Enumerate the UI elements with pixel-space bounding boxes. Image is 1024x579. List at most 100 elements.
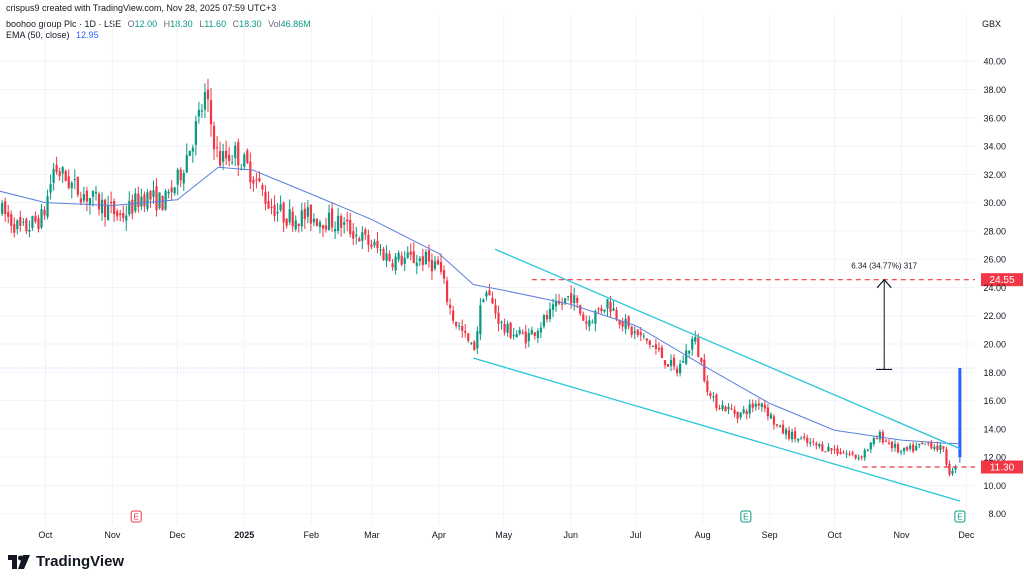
candle-body [488, 290, 491, 296]
candle-body [158, 192, 161, 209]
candle-body [512, 335, 515, 337]
close-value: 18.30 [239, 19, 262, 29]
candle-body [851, 452, 854, 455]
candle-body [330, 208, 334, 228]
candle-body [106, 205, 110, 221]
candle-body [367, 234, 370, 245]
candle-body [567, 296, 570, 298]
candle-body [754, 403, 757, 407]
candle-body [824, 451, 827, 453]
symbol-legend[interactable]: boohoo group Plc · 1D · LSE O12.00 H18.3… [6, 19, 311, 30]
candle-body [473, 341, 476, 350]
candle-body [1, 203, 4, 214]
candle-body [137, 193, 140, 207]
candle-body [597, 308, 600, 310]
candle-body [231, 161, 234, 163]
candle-body [515, 334, 518, 338]
candle-body [694, 336, 697, 342]
candle-body [25, 218, 28, 232]
candle-body [751, 403, 754, 408]
candle-body [927, 442, 930, 444]
candle-body [288, 209, 291, 223]
candle-body [621, 321, 624, 327]
candle-body [836, 448, 839, 454]
candle-body [412, 251, 415, 264]
candle-body [766, 407, 769, 417]
candle-body [893, 443, 897, 448]
candle-body [409, 251, 412, 255]
candle-body [636, 329, 639, 335]
candle-body [297, 224, 300, 227]
candle-body [206, 89, 210, 100]
candle-body [491, 297, 494, 304]
candle-body [79, 198, 82, 203]
candle-body [791, 431, 794, 440]
candle-body [812, 441, 815, 443]
candle-body [685, 350, 688, 364]
tradingview-logo[interactable]: TradingView [8, 553, 124, 570]
low-label: L [199, 19, 205, 29]
candle-body [878, 432, 881, 440]
candle-body [131, 199, 134, 214]
candles [1, 78, 957, 477]
candle-body [49, 184, 52, 193]
x-tick-label: Mar [364, 530, 380, 540]
candle-body [691, 338, 694, 350]
candle-body [333, 228, 337, 232]
candle-body [815, 443, 818, 446]
candle-body [448, 304, 452, 309]
candle-body [82, 194, 85, 201]
candle-body [727, 406, 730, 410]
candle-body [588, 320, 591, 327]
open-value: 12.00 [134, 19, 158, 29]
candle-body [397, 252, 400, 260]
candle-body [485, 292, 488, 297]
candle-body [554, 301, 558, 307]
candle-body [433, 261, 437, 269]
candle-body [343, 222, 346, 225]
candle-body [524, 331, 527, 344]
candle-body [182, 172, 185, 184]
candle-body [249, 161, 252, 183]
y-tick-label: 38.00 [983, 85, 1006, 95]
ema-label: EMA (50, close) [6, 30, 70, 40]
candle-body [573, 295, 576, 304]
candle-body [113, 201, 116, 215]
candle-body [848, 454, 851, 456]
candle-body [866, 449, 869, 451]
candle-body [854, 454, 857, 458]
candle-body [300, 210, 303, 227]
candle-body [64, 171, 67, 181]
candle-body [479, 305, 482, 335]
candle-body [884, 440, 888, 442]
candle-body [55, 164, 58, 173]
candle-body [721, 404, 724, 410]
candle-body [639, 332, 642, 336]
candle-body [594, 310, 597, 324]
x-tick-label: Dec [169, 530, 186, 540]
candle-body [327, 212, 331, 231]
y-tick-label: 16.00 [983, 396, 1006, 406]
candle-body [712, 396, 715, 398]
ema-legend[interactable]: EMA (50, close) 12.95 [6, 30, 99, 41]
candle-body [809, 442, 812, 444]
candle-body [149, 190, 152, 200]
candle-body [234, 145, 237, 159]
candle-body [116, 211, 119, 217]
candle-body [467, 333, 470, 341]
candle-body [28, 229, 31, 232]
candle-body [185, 155, 188, 173]
candle-body [355, 234, 358, 237]
candle-body [40, 209, 43, 228]
candle-body [252, 179, 255, 184]
x-tick-label: Jun [563, 530, 578, 540]
y-tick-label: 12.00 [983, 453, 1006, 463]
candle-body [657, 347, 661, 350]
candle-body [321, 224, 325, 229]
candle-body [97, 193, 101, 210]
candle-body [760, 403, 763, 407]
candle-body [845, 453, 848, 455]
y-tick-label: 34.00 [983, 142, 1006, 152]
candle-body [58, 171, 61, 177]
